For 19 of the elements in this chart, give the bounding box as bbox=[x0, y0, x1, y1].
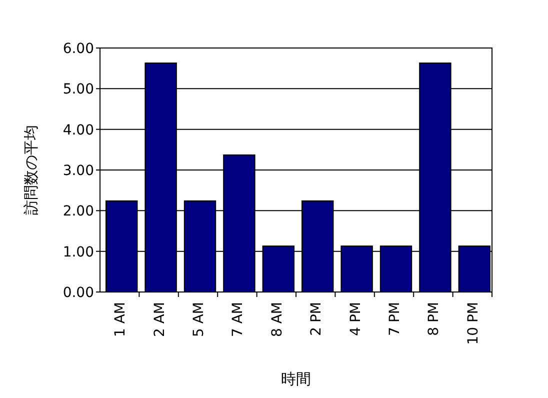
x-tick-label: 8 PM bbox=[426, 302, 442, 336]
y-tick-label: 1.00 bbox=[62, 244, 94, 260]
y-tick-label: 6.00 bbox=[62, 41, 94, 57]
x-tick-label: 10 PM bbox=[465, 302, 482, 345]
x-tick-label: 1 AM bbox=[112, 302, 129, 338]
x-tick-label: 2 PM bbox=[308, 302, 325, 336]
y-axis-title: 訪問数の平均 bbox=[22, 125, 40, 215]
x-tick-label: 5 AM bbox=[191, 302, 207, 338]
y-tick-label: 3.00 bbox=[62, 163, 94, 179]
x-tick-label: 7 PM bbox=[387, 302, 403, 336]
y-tick-label: 4.00 bbox=[62, 122, 94, 138]
x-tick-label: 4 PM bbox=[348, 302, 364, 336]
x-tick-label: 2 AM bbox=[152, 302, 168, 338]
y-tick-label: 0.00 bbox=[62, 285, 94, 301]
x-axis-title: 時間 bbox=[281, 370, 311, 388]
y-tick-label: 5.00 bbox=[62, 82, 94, 98]
x-tick-label: 7 AM bbox=[230, 302, 246, 338]
x-tick-label: 8 AM bbox=[269, 302, 286, 338]
y-tick-label: 2.00 bbox=[62, 204, 94, 220]
